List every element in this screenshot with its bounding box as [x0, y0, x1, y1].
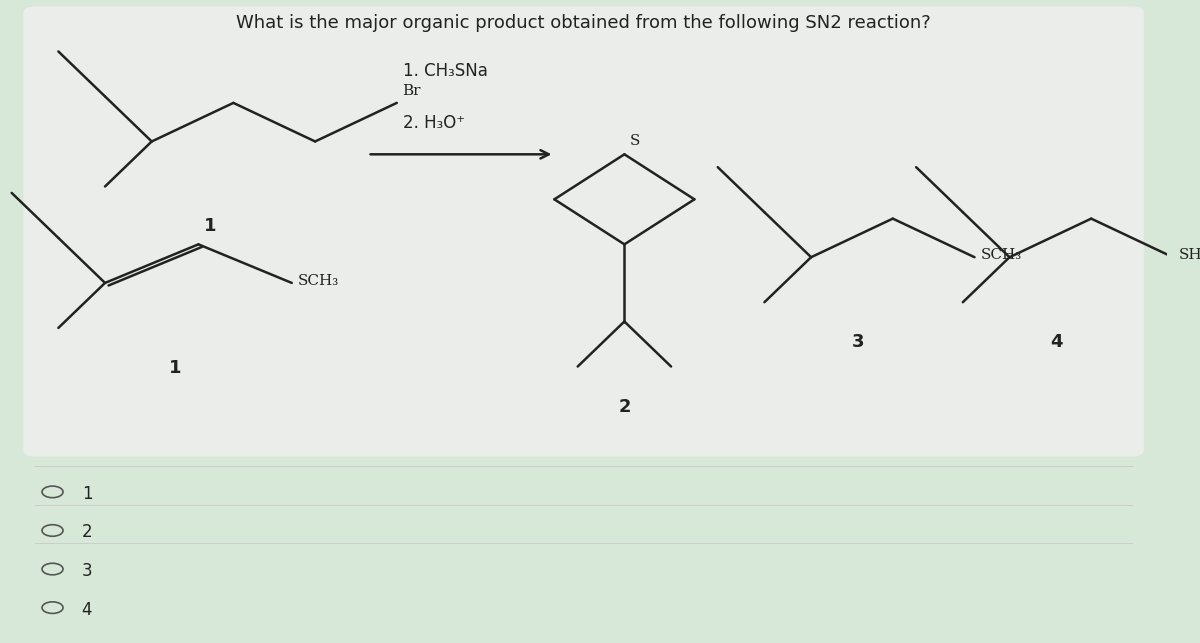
Text: 2: 2	[618, 397, 631, 415]
FancyBboxPatch shape	[23, 6, 1144, 457]
Text: 1: 1	[204, 217, 216, 235]
Text: 3: 3	[82, 562, 92, 580]
Text: 2: 2	[82, 523, 92, 541]
Text: S: S	[630, 134, 641, 148]
Text: 1: 1	[82, 485, 92, 503]
Text: What is the major organic product obtained from the following SN2 reaction?: What is the major organic product obtain…	[236, 14, 931, 32]
Text: 2. H₃O⁺: 2. H₃O⁺	[403, 114, 464, 132]
Text: Br: Br	[403, 84, 421, 98]
Text: SCH₃: SCH₃	[980, 248, 1021, 262]
Text: 4: 4	[1050, 333, 1062, 351]
Text: 1. CH₃SNa: 1. CH₃SNa	[403, 62, 487, 80]
Text: 4: 4	[82, 601, 92, 619]
Text: 3: 3	[852, 333, 864, 351]
Text: 1: 1	[169, 359, 181, 377]
Text: SCH₃: SCH₃	[298, 274, 338, 288]
Text: SH: SH	[1178, 248, 1200, 262]
